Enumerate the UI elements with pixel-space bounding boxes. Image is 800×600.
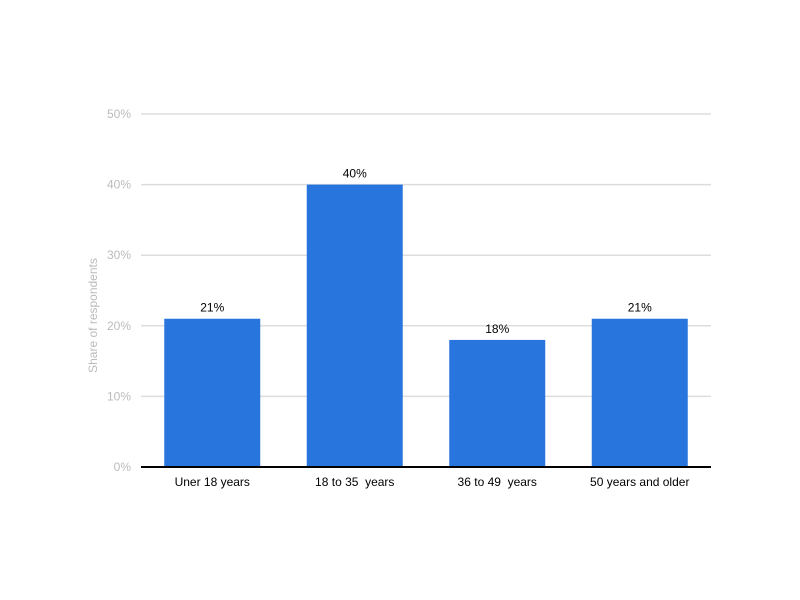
x-tick-label: Uner 18 years: [175, 475, 250, 489]
data-label: 18%: [485, 322, 509, 336]
y-tick-labels: 0% 10% 20% 30% 40% 50%: [107, 107, 131, 474]
y-axis-title: Share of respondents: [86, 258, 100, 373]
bar: [591, 318, 688, 467]
x-tick-label: 36 to 49 years: [458, 475, 537, 489]
data-label: 21%: [628, 301, 652, 315]
x-tick-labels: Uner 18 years 18 to 35 years 36 to 49 year…: [175, 475, 690, 489]
y-tick-label: 20%: [107, 319, 131, 333]
y-tick-label: 30%: [107, 248, 131, 262]
bar: [164, 318, 261, 467]
y-tick-label: 40%: [107, 178, 131, 192]
y-tick-label: 10%: [107, 389, 131, 403]
y-tick-label: 0%: [114, 460, 132, 474]
data-labels: 21% 40% 18% 21%: [200, 167, 652, 336]
x-tick-label: 50 years and older: [590, 475, 689, 489]
data-label: 21%: [200, 301, 224, 315]
y-tick-label: 50%: [107, 107, 131, 121]
bar: [449, 339, 546, 467]
data-label: 40%: [343, 167, 367, 181]
bar: [306, 184, 403, 467]
x-tick-label: 18 to 35 years: [315, 475, 394, 489]
bars: [164, 184, 688, 467]
